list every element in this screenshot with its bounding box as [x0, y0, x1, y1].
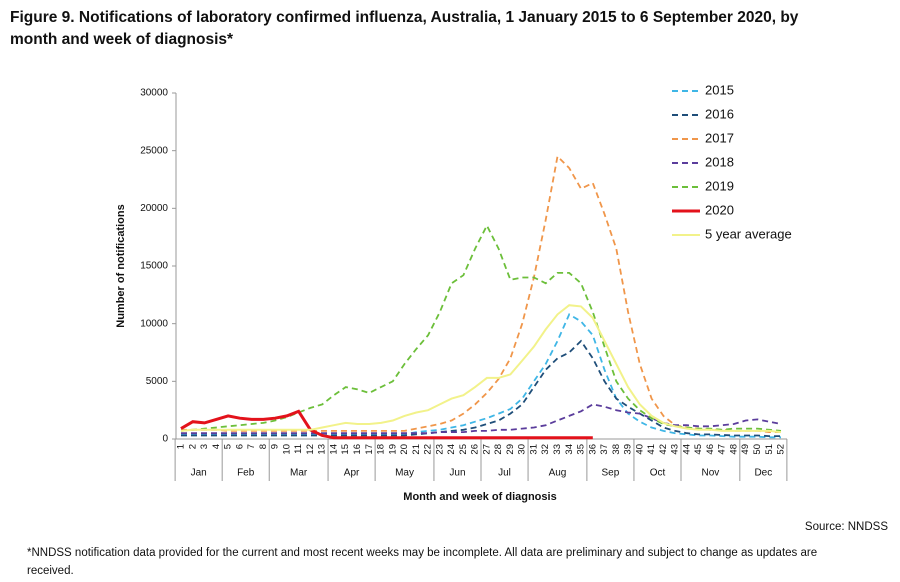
x-tick-label: 37 — [599, 444, 610, 455]
x-tick-label: 43 — [670, 444, 681, 455]
series-line — [180, 223, 782, 432]
x-tick-label: 51 — [764, 444, 775, 455]
x-tick-label: 5 — [223, 444, 234, 449]
x-tick-label: 4 — [211, 444, 222, 449]
month-label: Feb — [237, 468, 255, 479]
footnote: received. — [27, 565, 74, 577]
x-tick-label: 16 — [352, 444, 363, 455]
legend-label: 2019 — [705, 178, 734, 193]
x-tick-label: 32 — [540, 444, 551, 455]
x-tick-label: 18 — [376, 444, 387, 455]
x-tick-label: 13 — [317, 444, 328, 455]
x-tick-label: 44 — [681, 444, 692, 455]
month-label: Mar — [290, 468, 308, 479]
legend-label: 2016 — [705, 106, 734, 121]
month-label: Dec — [754, 468, 772, 479]
x-tick-label: 45 — [693, 444, 704, 455]
x-tick-label: 31 — [528, 444, 539, 455]
x-tick-label: 41 — [646, 444, 657, 455]
x-tick-label: 11 — [293, 444, 304, 454]
x-tick-label: 47 — [717, 444, 728, 455]
month-label: Oct — [650, 468, 666, 479]
month-label: Aug — [549, 468, 567, 479]
footnote: *NNDSS notification data provided for th… — [27, 547, 817, 559]
x-tick-label: 14 — [328, 444, 339, 455]
series-line — [180, 304, 782, 434]
month-label: Nov — [702, 468, 720, 479]
y-tick-label: 25000 — [140, 145, 168, 156]
legend-label: 2018 — [705, 154, 734, 169]
x-tick-label: 28 — [493, 444, 504, 455]
x-tick-label: 39 — [623, 444, 634, 455]
x-tick-label: 26 — [470, 444, 481, 455]
x-tick-label: 24 — [446, 444, 457, 455]
y-tick-label: 0 — [162, 434, 168, 445]
x-tick-label: 7 — [246, 444, 257, 449]
legend-label: 5 year average — [705, 226, 792, 241]
month-label: Apr — [344, 468, 360, 479]
x-tick-label: 22 — [423, 444, 434, 455]
x-tick-label: 27 — [481, 444, 492, 455]
legend-label: 2015 — [705, 82, 734, 97]
x-tick-label: 3 — [199, 444, 210, 449]
month-label: Jan — [191, 468, 207, 479]
month-label: Sep — [602, 468, 620, 479]
x-tick-label: 46 — [705, 444, 716, 455]
x-tick-label: 48 — [728, 444, 739, 455]
x-tick-label: 33 — [552, 444, 563, 455]
x-tick-label: 20 — [399, 444, 410, 455]
series-line — [181, 313, 781, 439]
y-tick-label: 5000 — [146, 376, 169, 387]
x-tick-label: 49 — [740, 444, 751, 455]
x-tick-label: 40 — [634, 444, 645, 455]
x-tick-label: 38 — [611, 444, 622, 455]
month-label: May — [395, 468, 414, 479]
x-tick-label: 34 — [564, 444, 575, 455]
x-tick-label: 1 — [176, 444, 187, 449]
x-tick-label: 12 — [305, 444, 316, 455]
x-tick-label: 2 — [187, 444, 198, 449]
legend-label: 2017 — [705, 130, 734, 145]
series-line — [181, 154, 781, 433]
legend-label: 2020 — [705, 202, 734, 217]
x-tick-label: 42 — [658, 444, 669, 455]
x-tick-label: 10 — [281, 444, 292, 455]
x-tick-label: 30 — [517, 444, 528, 455]
x-tick-label: 8 — [258, 444, 269, 449]
y-axis-label: Number of notifications — [115, 204, 127, 327]
x-tick-label: 29 — [505, 444, 516, 455]
y-tick-label: 20000 — [140, 203, 168, 214]
x-tick-label: 19 — [387, 444, 398, 455]
y-tick-label: 15000 — [140, 261, 168, 272]
x-tick-label: 35 — [576, 444, 587, 455]
x-axis-label: Month and week of diagnosis — [403, 491, 556, 503]
x-tick-label: 17 — [364, 444, 375, 455]
x-tick-label: 21 — [411, 444, 422, 455]
series-line — [180, 409, 593, 440]
chart-title: month and week of diagnosis* — [10, 31, 234, 48]
y-tick-label: 10000 — [140, 318, 168, 329]
month-label: Jun — [449, 468, 465, 479]
month-label: Jul — [498, 468, 511, 479]
x-tick-label: 50 — [752, 444, 763, 455]
y-tick-label: 30000 — [140, 88, 168, 99]
series-line — [181, 403, 782, 435]
x-tick-label: 52 — [776, 444, 787, 455]
x-tick-label: 23 — [434, 444, 445, 455]
x-tick-label: 36 — [587, 444, 598, 455]
x-tick-label: 15 — [340, 444, 351, 455]
source: Source: NNDSS — [805, 521, 888, 533]
x-tick-label: 25 — [458, 444, 469, 455]
x-tick-label: 9 — [270, 444, 281, 449]
series-line — [181, 339, 781, 437]
chart-title: Figure 9. Notifications of laboratory co… — [10, 9, 799, 26]
x-tick-label: 6 — [234, 444, 245, 449]
